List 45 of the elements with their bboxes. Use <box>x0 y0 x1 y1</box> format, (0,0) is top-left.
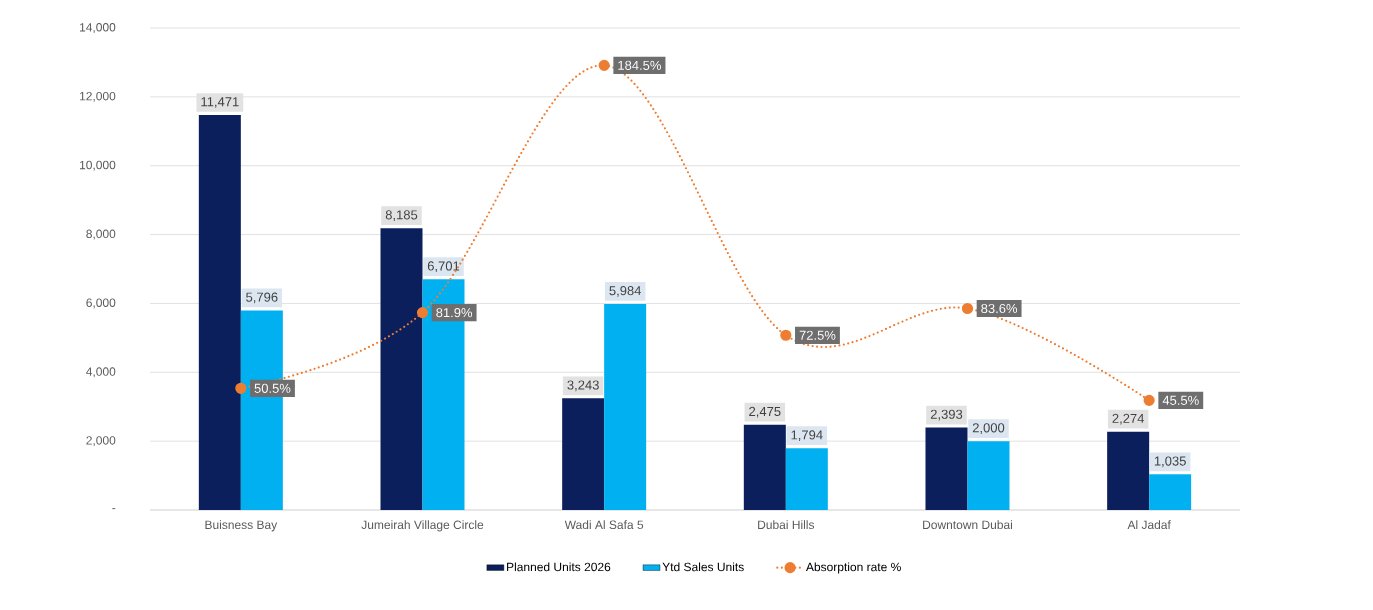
data-label: 50.5% <box>254 383 291 393</box>
data-label: 72.5% <box>799 330 836 340</box>
legend-label: Absorption rate % <box>805 562 901 574</box>
data-label: 2,000 <box>972 423 1005 434</box>
data-label: 8,185 <box>385 210 418 221</box>
point <box>780 329 792 341</box>
data-label: 83.6% <box>981 303 1018 314</box>
y-tick-label: 4,000 <box>86 367 116 378</box>
point <box>235 382 247 394</box>
data-label: 11,471 <box>201 97 239 108</box>
data-label: 5,796 <box>246 292 278 304</box>
bar <box>380 228 423 510</box>
bar <box>967 441 1010 510</box>
point <box>416 307 429 319</box>
data-label: 1,794 <box>791 430 823 442</box>
x-tick-label: Jumeirah Village Circle <box>361 520 484 532</box>
data-label: 2,393 <box>930 409 963 421</box>
data-label: 45.5% <box>1162 395 1199 405</box>
data-label: 2,274 <box>1112 413 1145 425</box>
y-tick-label: 6,000 <box>86 298 116 309</box>
data-label: 81.9% <box>436 308 473 318</box>
y-tick-label: 14,000 <box>80 23 116 33</box>
x-tick-label: Buisness Bay <box>205 520 278 532</box>
data-label: 6,701 <box>427 261 460 273</box>
x-tick-label: Dubai Hills <box>758 520 815 530</box>
x-tick-label: Downtown Dubai <box>923 520 1013 530</box>
x-tick-label: Wadi Al Safa 5 <box>564 520 644 530</box>
y-tick-label: 10,000 <box>80 160 116 171</box>
point <box>1143 394 1155 406</box>
data-label: 2,475 <box>749 406 781 418</box>
y-tick-label: 2,000 <box>86 436 116 447</box>
legend-label: Ytd Sales Units <box>662 562 744 572</box>
bar <box>785 448 828 510</box>
legend-label: Planned Units 2026 <box>507 562 611 572</box>
bar <box>198 115 241 510</box>
y-tick-label: 8,000 <box>86 229 116 240</box>
data-label: 184.5% <box>618 60 661 70</box>
data-label: 3,243 <box>567 380 599 392</box>
point <box>961 302 974 315</box>
x-tick-label: Al Jadaf <box>1127 520 1171 530</box>
data-label: 5,984 <box>609 286 642 297</box>
point <box>598 59 610 71</box>
y-tick-label: - <box>112 508 116 510</box>
y-tick-label: 12,000 <box>80 91 116 102</box>
data-label: 1,035 <box>1154 456 1186 468</box>
